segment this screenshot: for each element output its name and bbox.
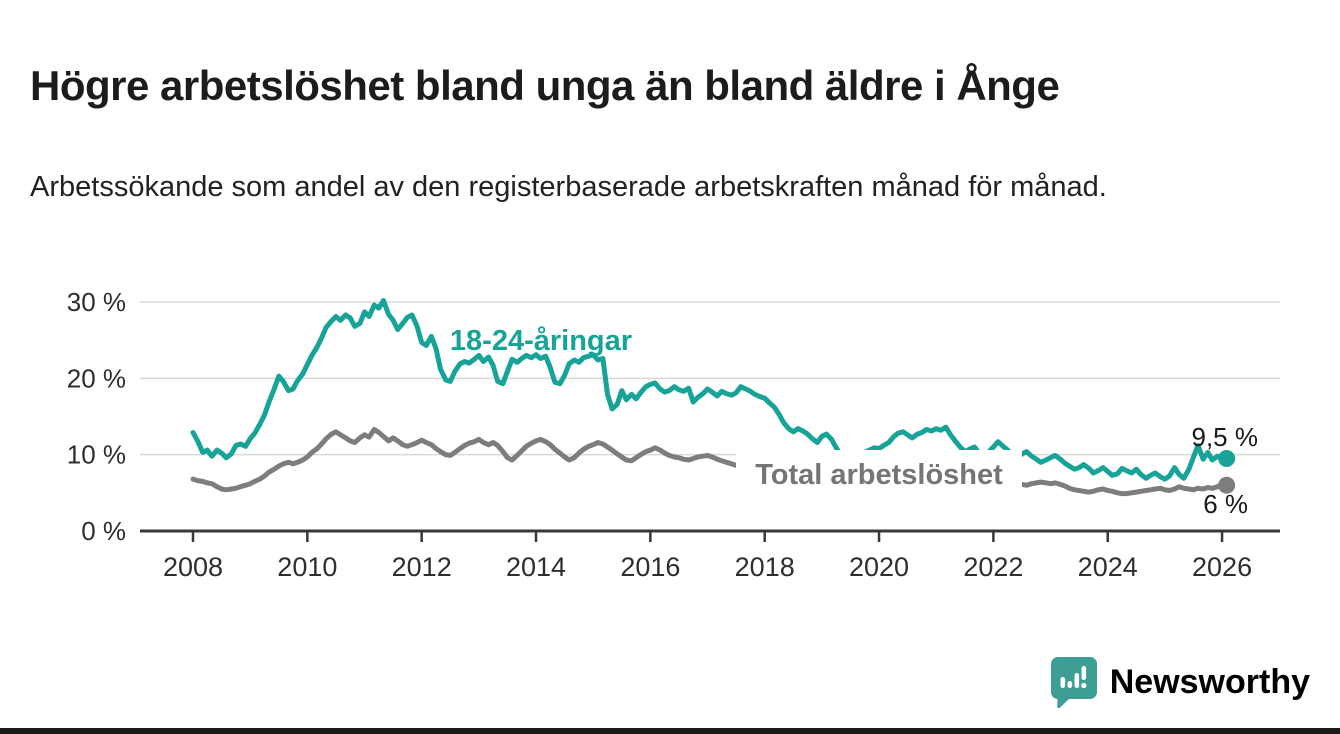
x-axis-label-2010: 2010 — [277, 552, 337, 582]
y-axis-label-0: 0 % — [81, 516, 126, 546]
newsworthy-branding: Newsworthy — [1050, 656, 1310, 708]
x-axis-label-2008: 2008 — [163, 552, 223, 582]
chart-subtitle: Arbetssökande som andel av den registerb… — [30, 171, 1107, 203]
bottom-edge-strip — [0, 728, 1340, 734]
y-axis-label-30: 30 % — [67, 287, 126, 317]
x-axis-label-2012: 2012 — [392, 552, 452, 582]
y-axis-label-10: 10 % — [67, 440, 126, 470]
unemployment-line-chart: 0 % 10 % 20 % 30 % 2008 2010 2012 2014 2016 2018 2… — [67, 287, 1280, 582]
series-line-total — [190, 427, 1230, 497]
x-axis-label-2016: 2016 — [620, 552, 680, 582]
total-end-value-label: 6 % — [1203, 489, 1248, 519]
youth-series-label: 18-24-åringar — [450, 325, 632, 357]
x-axis-label-2026: 2026 — [1192, 552, 1252, 582]
y-axis-label-20: 20 % — [67, 363, 126, 393]
total-series-label: Total arbetslöshet — [755, 459, 1003, 491]
x-axis-label-2018: 2018 — [735, 552, 795, 582]
total-label-halo — [736, 450, 1022, 500]
youth-end-value-label: 9,5 % — [1192, 422, 1259, 452]
x-axis-label-2014: 2014 — [506, 552, 566, 582]
newsworthy-wordmark: Newsworthy — [1109, 662, 1310, 701]
newsworthy-logo-icon — [1050, 656, 1097, 708]
series-line-youth — [190, 298, 1230, 482]
youth-end-dot — [1218, 449, 1236, 467]
x-axis-label-2020: 2020 — [849, 552, 909, 582]
chart-title: Högre arbetslöshet bland unga än bland ä… — [30, 62, 1060, 110]
total-end-dot — [1218, 476, 1236, 494]
x-axis-label-2022: 2022 — [963, 552, 1023, 582]
x-axis-label-2024: 2024 — [1078, 552, 1138, 582]
